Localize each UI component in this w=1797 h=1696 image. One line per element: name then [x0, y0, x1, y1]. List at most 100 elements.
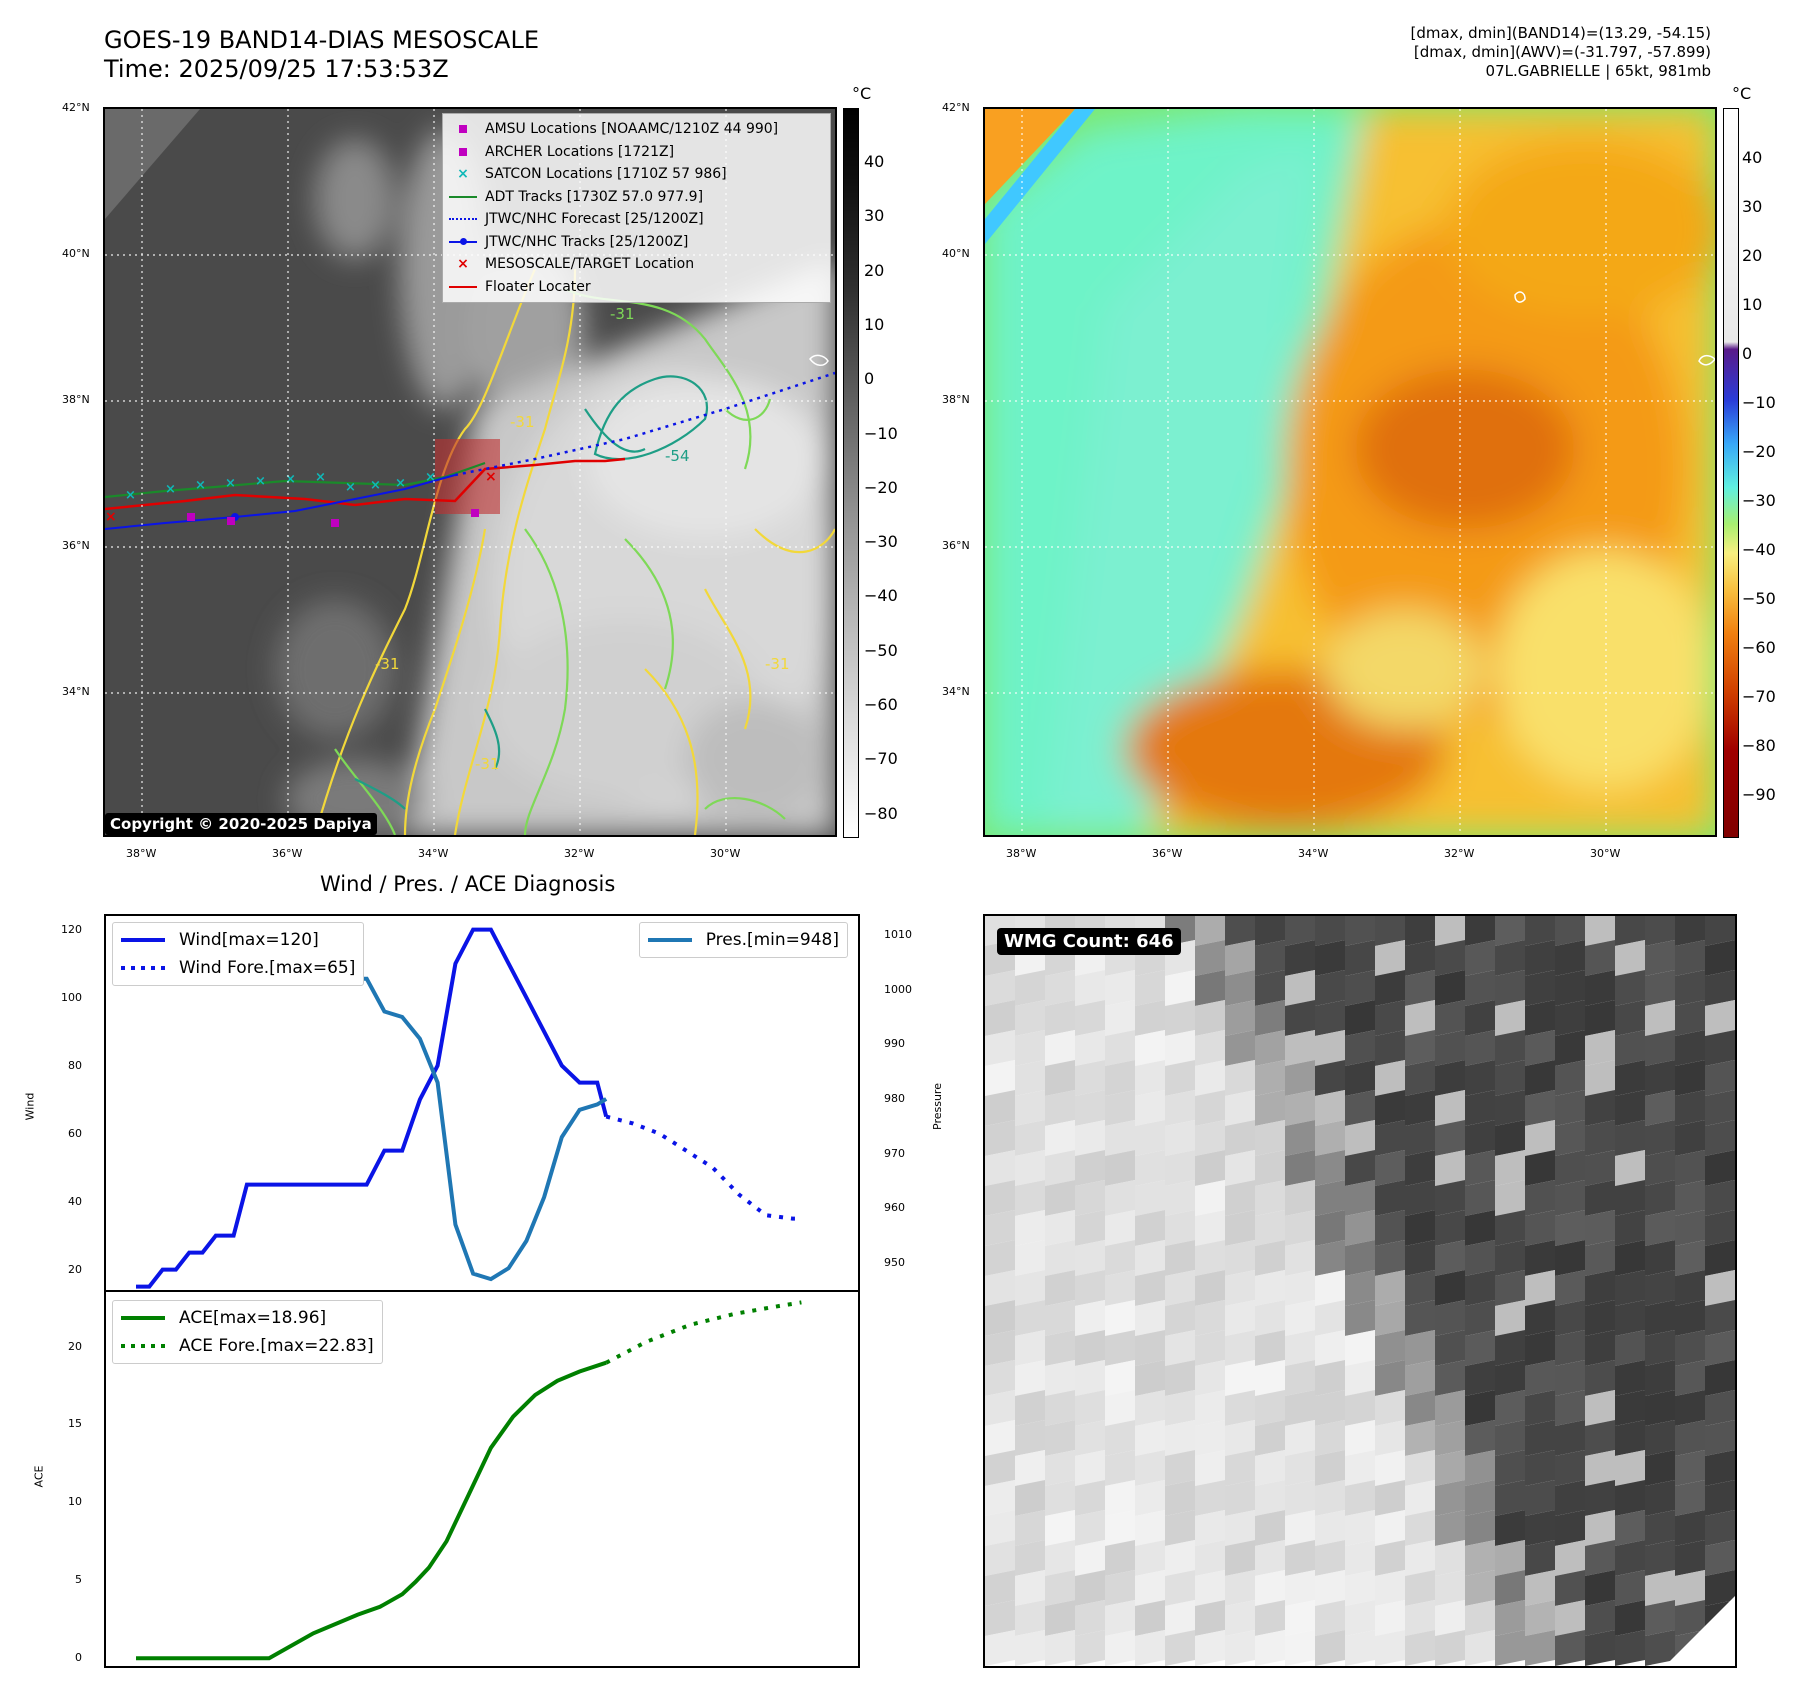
legend-item: ARCHER Locations [1721Z] [449, 141, 824, 164]
lat-tick: 40°N [62, 247, 90, 260]
wv-map-panel [983, 107, 1717, 837]
lat-tick: 38°N [62, 393, 90, 406]
wind-pressure-chart: Wind[max=120] Wind Fore.[max=65] Pres.[m… [104, 914, 860, 1292]
lon-tick: 32°W [564, 847, 595, 860]
wmg-panel: WMG Count: 646 [983, 914, 1737, 1668]
y-tick: 5 [75, 1573, 82, 1587]
wmg-image [985, 916, 1735, 1666]
svg-text:×: × [165, 482, 176, 497]
colorbar-tick: 40 [1742, 148, 1763, 167]
wind-axis-label: Wind [23, 1092, 37, 1121]
diagnosis-title: Wind / Pres. / ACE Diagnosis [320, 872, 616, 896]
colorbar-tick: 0 [864, 369, 875, 389]
lon-tick: 34°W [1298, 847, 1329, 860]
series-line-0 [136, 1360, 607, 1661]
legend-item: Wind Fore.[max=65] [121, 958, 356, 978]
legend-item: × MESOSCALE/TARGET Location [457, 256, 695, 273]
svg-text:×: × [105, 509, 117, 525]
colorbar-tick: −60 [1742, 638, 1776, 657]
colorbar-tick: −80 [1742, 736, 1776, 755]
wv-colorbar [1723, 108, 1739, 838]
svg-text:×: × [395, 476, 406, 491]
colorbar-tick: 40 [864, 152, 885, 171]
lon-tick: 32°W [1444, 847, 1475, 860]
ace-legend: ACE[max=18.96] ACE Fore.[max=22.83] [112, 1300, 383, 1364]
colorbar-tick: −40 [1742, 540, 1776, 559]
lat-tick: 34°N [942, 685, 970, 698]
legend-item: JTWC/NHC Tracks [25/1200Z] [449, 231, 824, 254]
svg-text:×: × [370, 478, 381, 493]
contour-label: -31 [510, 413, 535, 431]
y-tick: 960 [884, 1201, 905, 1215]
ace-chart: ACE[max=18.96] ACE Fore.[max=22.83] [104, 1290, 860, 1668]
colorbar-tick: 10 [1742, 295, 1763, 314]
y-tick: 40 [68, 1194, 82, 1208]
y-tick: 1000 [884, 982, 912, 996]
ir-colorbar-unit: °C [852, 84, 872, 103]
series-line-0 [136, 927, 609, 1289]
y-tick: 970 [884, 1146, 905, 1160]
lon-tick: 30°W [710, 847, 741, 860]
y-tick: 990 [884, 1037, 905, 1051]
y-tick: 80 [68, 1058, 82, 1072]
y-tick: 15 [68, 1417, 82, 1431]
colorbar-tick: 10 [864, 314, 885, 334]
svg-text:×: × [285, 472, 296, 487]
y-tick: 20 [68, 1262, 82, 1276]
colorbar-tick: −90 [1742, 785, 1776, 804]
colorbar-tick: −30 [1742, 491, 1776, 510]
svg-text:×: × [125, 488, 136, 503]
wv-map-image [985, 109, 1715, 835]
colorbar-tick: 30 [864, 206, 885, 226]
lat-tick: 42°N [62, 101, 90, 114]
colorbar-tick: 0 [1742, 344, 1753, 363]
y-tick: 120 [61, 922, 82, 936]
legend-item: × SATCON Locations [1710Z 57 986] [457, 166, 727, 183]
colorbar-tick: −50 [1742, 589, 1776, 608]
contour-label: -31 [375, 655, 400, 673]
legend-item: Wind[max=120] [121, 930, 319, 950]
svg-text:×: × [345, 480, 356, 495]
series-line-1 [605, 1300, 802, 1365]
lat-tick: 42°N [942, 101, 970, 114]
lon-tick: 36°W [272, 847, 303, 860]
lat-tick: 34°N [62, 685, 90, 698]
svg-text:×: × [315, 470, 326, 485]
colorbar-tick: −30 [864, 532, 898, 552]
figure-timestamp: Time: 2025/09/25 17:53:53Z [104, 55, 449, 83]
colorbar-tick: −20 [864, 477, 898, 497]
band14-range-info: [dmax, dmin](BAND14)=(13.29, -54.15) [1410, 24, 1711, 42]
floater-track-line [105, 457, 626, 511]
colorbar-tick: −20 [1742, 442, 1776, 461]
figure-title: GOES-19 BAND14-DIAS MESOSCALE [104, 26, 540, 54]
colorbar-tick: −70 [1742, 687, 1776, 706]
colorbar-tick: 20 [864, 260, 885, 280]
colorbar-tick: 30 [1742, 197, 1763, 216]
nhc-track-line [105, 474, 456, 530]
lon-tick: 38°W [1006, 847, 1037, 860]
y-tick: 0 [75, 1651, 82, 1665]
lat-tick: 38°N [942, 393, 970, 406]
lon-tick: 34°W [418, 847, 449, 860]
legend-item: ACE[max=18.96] [121, 1308, 327, 1328]
y-tick: 1010 [884, 928, 912, 942]
y-tick: 10 [68, 1495, 82, 1509]
contour-label: -31 [475, 755, 500, 773]
colorbar-tick: −10 [1742, 393, 1776, 412]
contour-label: -31 [765, 655, 790, 673]
colorbar-tick: −60 [864, 695, 898, 714]
adt-track-line [105, 461, 486, 499]
ir-colorbar [843, 108, 859, 838]
colorbar-tick: 20 [1742, 246, 1763, 265]
legend-item: Floater Locater [449, 276, 824, 299]
y-tick: 100 [61, 990, 82, 1004]
wind-legend: Wind[max=120] Wind Fore.[max=65] [112, 922, 365, 986]
y-tick: 60 [68, 1126, 82, 1140]
colorbar-tick: −40 [864, 586, 898, 606]
colorbar-tick: −10 [864, 423, 898, 443]
legend-item: AMSU Locations [NOAAMC/1210Z 44 990] [449, 118, 824, 141]
awv-range-info: [dmax, dmin](AWV)=(-31.797, -57.899) [1413, 43, 1711, 61]
lon-tick: 36°W [1152, 847, 1183, 860]
map-legend: AMSU Locations [NOAAMC/1210Z 44 990] ARC… [442, 113, 831, 303]
svg-text:×: × [195, 478, 206, 493]
